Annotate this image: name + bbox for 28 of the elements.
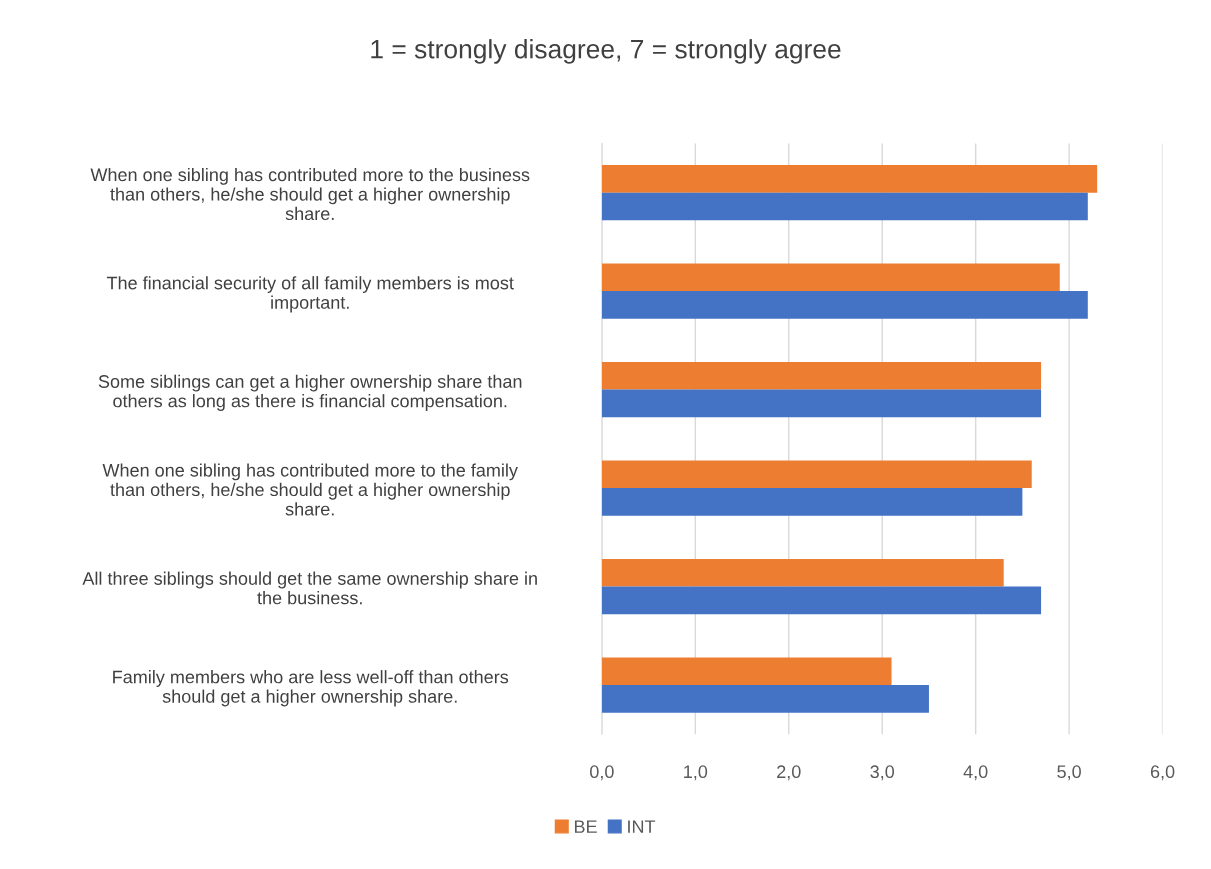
y-tick-label: When one sibling has contributed more to the business than others, he/she should get a higher ownership share. <box>90 167 530 221</box>
bar <box>601 657 892 686</box>
chart-title: 1 = strongly disagree, 7 = strongly agree <box>371 39 841 64</box>
x-tick-label: 2,0 <box>777 765 801 781</box>
bar <box>601 192 1088 221</box>
x-tick-label: 0,0 <box>590 765 614 781</box>
bar <box>601 685 929 713</box>
bar <box>601 559 1004 587</box>
y-tick-label: When one sibling has contributed more to the family than others, he/she should get a higher ownership share. <box>102 463 518 516</box>
bar <box>601 263 1060 292</box>
bar <box>601 586 1042 615</box>
bar <box>601 389 1042 418</box>
x-tick-label: 6,0 <box>1150 765 1175 781</box>
bar <box>601 362 1042 390</box>
bar <box>601 488 1023 516</box>
y-tick-label: Some siblings can get a higher ownership share than others as long as there is financial compensation. <box>98 374 522 411</box>
y-tick-label: The financial security of all family members is most important. <box>106 276 514 313</box>
x-tick-label: 4,0 <box>963 765 988 781</box>
y-tick-label: All three siblings should get the same ownership share in the business. <box>82 571 537 605</box>
x-tick-label: 5,0 <box>1057 765 1081 781</box>
legend-label: INT <box>628 820 656 833</box>
bar <box>601 291 1088 319</box>
bar <box>601 165 1098 193</box>
legend-label: BE <box>574 820 597 833</box>
y-tick-label: Family members who are less well-off than others should get a higher ownership share. <box>113 670 509 707</box>
x-tick-label: 3,0 <box>870 765 895 781</box>
x-tick-label: 1,0 <box>684 765 708 781</box>
bar <box>601 460 1032 489</box>
